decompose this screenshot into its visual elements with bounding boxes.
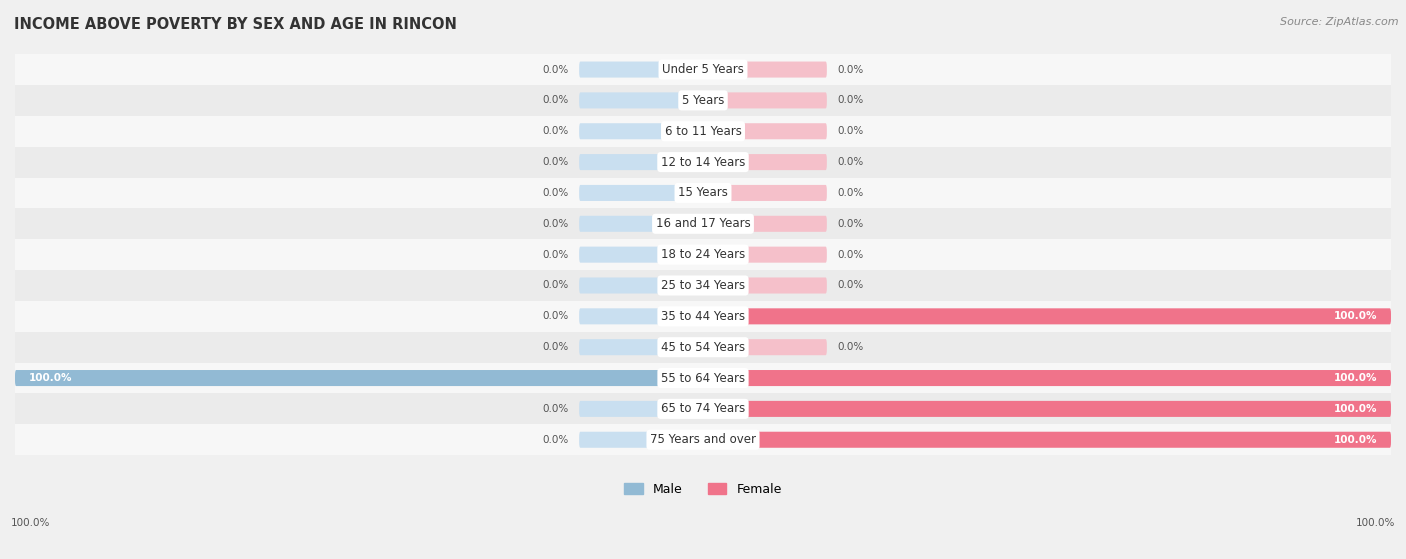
FancyBboxPatch shape — [703, 339, 827, 355]
FancyBboxPatch shape — [579, 185, 703, 201]
FancyBboxPatch shape — [579, 123, 703, 139]
Text: 100.0%: 100.0% — [1355, 518, 1395, 528]
Bar — [15, 332, 1391, 363]
Text: 45 to 54 Years: 45 to 54 Years — [661, 340, 745, 354]
Text: 0.0%: 0.0% — [543, 435, 569, 445]
Bar — [15, 394, 1391, 424]
FancyBboxPatch shape — [703, 61, 827, 78]
Text: 75 Years and over: 75 Years and over — [650, 433, 756, 446]
FancyBboxPatch shape — [703, 123, 827, 139]
Text: 0.0%: 0.0% — [837, 64, 863, 74]
FancyBboxPatch shape — [703, 370, 1391, 386]
Bar — [15, 146, 1391, 178]
Text: 0.0%: 0.0% — [543, 188, 569, 198]
FancyBboxPatch shape — [579, 339, 703, 355]
Text: 0.0%: 0.0% — [543, 342, 569, 352]
Text: Under 5 Years: Under 5 Years — [662, 63, 744, 76]
Bar — [15, 301, 1391, 332]
Bar — [15, 209, 1391, 239]
Text: 16 and 17 Years: 16 and 17 Years — [655, 217, 751, 230]
FancyBboxPatch shape — [703, 185, 827, 201]
Text: 0.0%: 0.0% — [543, 96, 569, 106]
Text: 0.0%: 0.0% — [543, 250, 569, 259]
Text: 0.0%: 0.0% — [543, 281, 569, 291]
Legend: Male, Female: Male, Female — [619, 478, 787, 501]
FancyBboxPatch shape — [579, 154, 703, 170]
FancyBboxPatch shape — [703, 432, 1391, 448]
Bar — [15, 270, 1391, 301]
Text: 6 to 11 Years: 6 to 11 Years — [665, 125, 741, 138]
Bar — [15, 54, 1391, 85]
Text: 0.0%: 0.0% — [543, 126, 569, 136]
FancyBboxPatch shape — [703, 154, 827, 170]
Text: 0.0%: 0.0% — [543, 404, 569, 414]
FancyBboxPatch shape — [703, 277, 827, 293]
FancyBboxPatch shape — [579, 216, 703, 232]
Bar — [15, 239, 1391, 270]
Text: 0.0%: 0.0% — [837, 281, 863, 291]
Text: 55 to 64 Years: 55 to 64 Years — [661, 372, 745, 385]
Text: 0.0%: 0.0% — [837, 126, 863, 136]
FancyBboxPatch shape — [579, 92, 703, 108]
Text: 0.0%: 0.0% — [837, 342, 863, 352]
FancyBboxPatch shape — [703, 401, 1391, 417]
Text: Source: ZipAtlas.com: Source: ZipAtlas.com — [1281, 17, 1399, 27]
FancyBboxPatch shape — [579, 277, 703, 293]
Text: 0.0%: 0.0% — [543, 157, 569, 167]
Text: 0.0%: 0.0% — [543, 64, 569, 74]
Text: INCOME ABOVE POVERTY BY SEX AND AGE IN RINCON: INCOME ABOVE POVERTY BY SEX AND AGE IN R… — [14, 17, 457, 32]
FancyBboxPatch shape — [703, 216, 827, 232]
FancyBboxPatch shape — [15, 370, 703, 386]
FancyBboxPatch shape — [579, 401, 703, 417]
Text: 0.0%: 0.0% — [543, 311, 569, 321]
Bar — [15, 363, 1391, 394]
Text: 0.0%: 0.0% — [837, 157, 863, 167]
FancyBboxPatch shape — [703, 92, 827, 108]
Bar — [15, 178, 1391, 209]
Text: 0.0%: 0.0% — [837, 188, 863, 198]
Text: 25 to 34 Years: 25 to 34 Years — [661, 279, 745, 292]
Text: 15 Years: 15 Years — [678, 187, 728, 200]
FancyBboxPatch shape — [703, 309, 1391, 324]
Text: 100.0%: 100.0% — [1334, 311, 1378, 321]
Bar — [15, 116, 1391, 146]
Bar — [15, 424, 1391, 455]
Text: 0.0%: 0.0% — [837, 96, 863, 106]
Text: 0.0%: 0.0% — [837, 250, 863, 259]
Text: 100.0%: 100.0% — [1334, 404, 1378, 414]
FancyBboxPatch shape — [579, 247, 703, 263]
Bar — [15, 85, 1391, 116]
FancyBboxPatch shape — [703, 247, 827, 263]
Text: 65 to 74 Years: 65 to 74 Years — [661, 402, 745, 415]
Text: 35 to 44 Years: 35 to 44 Years — [661, 310, 745, 323]
Text: 100.0%: 100.0% — [11, 518, 51, 528]
Text: 5 Years: 5 Years — [682, 94, 724, 107]
Text: 12 to 14 Years: 12 to 14 Years — [661, 155, 745, 169]
FancyBboxPatch shape — [579, 432, 703, 448]
Text: 100.0%: 100.0% — [1334, 373, 1378, 383]
FancyBboxPatch shape — [579, 309, 703, 324]
Text: 0.0%: 0.0% — [837, 219, 863, 229]
Text: 18 to 24 Years: 18 to 24 Years — [661, 248, 745, 261]
Text: 100.0%: 100.0% — [1334, 435, 1378, 445]
FancyBboxPatch shape — [579, 61, 703, 78]
Text: 0.0%: 0.0% — [543, 219, 569, 229]
Text: 100.0%: 100.0% — [28, 373, 72, 383]
